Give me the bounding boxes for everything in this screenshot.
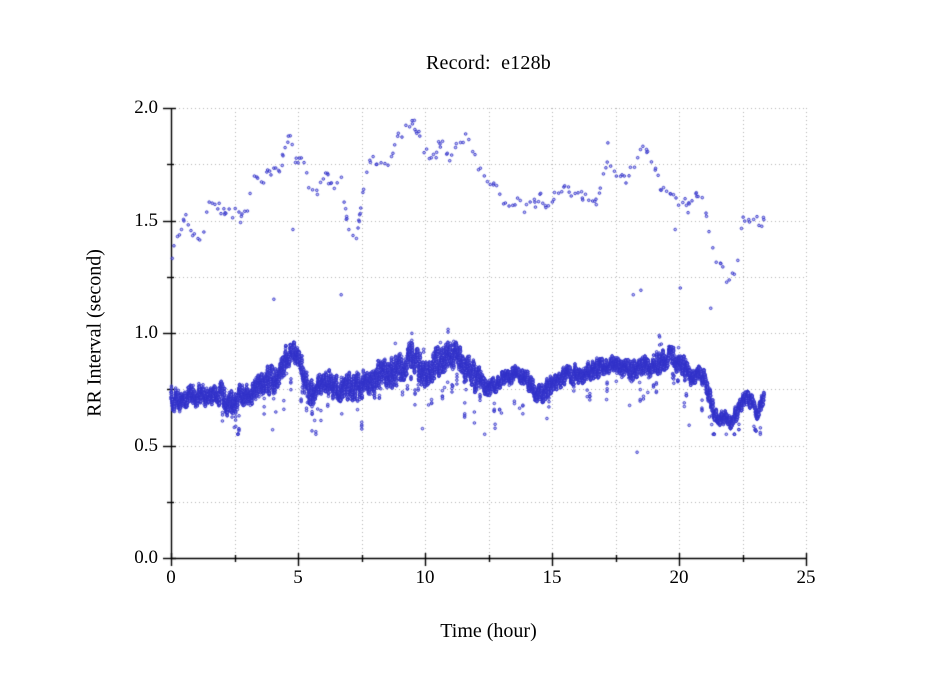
x-tick-label: 15 bbox=[542, 567, 562, 588]
x-tick-label: 5 bbox=[293, 567, 303, 588]
x-tick-label: 20 bbox=[669, 567, 689, 588]
y-tick-label: 2.0 bbox=[134, 97, 158, 118]
y-tick-label: 0.0 bbox=[134, 547, 158, 568]
y-axis-label: RR Interval (second) bbox=[83, 249, 106, 417]
y-tick-label: 0.5 bbox=[134, 434, 158, 456]
chart-title: Record: e128b bbox=[426, 52, 551, 74]
x-tick-label: 0 bbox=[166, 567, 176, 588]
x-tick-label: 10 bbox=[415, 567, 435, 588]
x-tick-label: 25 bbox=[796, 567, 816, 588]
y-tick-label: 1.0 bbox=[134, 322, 158, 343]
y-tick-label: 1.5 bbox=[134, 209, 158, 231]
x-axis-label: Time (hour) bbox=[440, 620, 537, 642]
